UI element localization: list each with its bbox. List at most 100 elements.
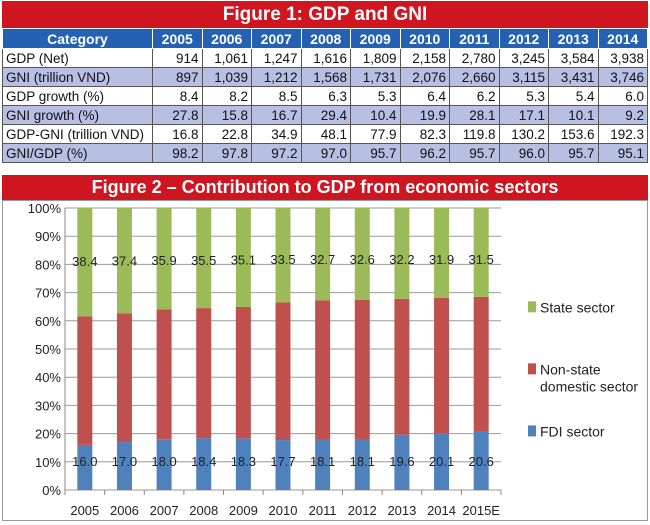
x-tick-label: 2009 bbox=[229, 503, 258, 518]
table-cell: 3,746 bbox=[597, 67, 648, 87]
legend-label: Non-state bbox=[540, 361, 601, 377]
row-label: GDP-GNI (trillion VND) bbox=[2, 124, 153, 144]
bar-segment bbox=[394, 434, 410, 490]
table-cell: 95.7 bbox=[350, 143, 401, 163]
table-header-row: Category 2005 2006 2007 2008 2009 2010 2011 2012… bbox=[2, 28, 648, 49]
y-tick-label: 70% bbox=[35, 286, 61, 301]
table-row: GNI/GDP (%) 98.2 97.8 97.2 97.0 95.7 96.2 95.7 9… bbox=[2, 143, 648, 163]
table-cell: 48.1 bbox=[300, 124, 351, 144]
table-cell: 9.2 bbox=[597, 105, 648, 125]
table-cell: 27.8 bbox=[152, 105, 203, 125]
y-tick-label: 0% bbox=[42, 483, 61, 498]
table-cell: 82.3 bbox=[399, 124, 450, 144]
bar-segment bbox=[116, 208, 132, 314]
data-label: 35.9 bbox=[151, 253, 176, 268]
bar-segment bbox=[235, 306, 251, 439]
x-tick-label: 2008 bbox=[189, 503, 218, 518]
table-cell: 130.2 bbox=[498, 124, 549, 144]
table-row: GDP-GNI (trillion VND) 16.8 22.8 34.9 48.1 77… bbox=[2, 124, 648, 144]
x-tick-label: 2013 bbox=[387, 503, 416, 518]
table-cell: 8.5 bbox=[251, 86, 302, 106]
bar-segment bbox=[77, 208, 93, 317]
table-cell: 3,431 bbox=[548, 67, 599, 87]
gdp-gni-table: Category 2005 2006 2007 2008 2009 2010 2011 2012… bbox=[2, 28, 648, 163]
data-label: 18.1 bbox=[310, 454, 335, 469]
year-header: 2008 bbox=[300, 28, 351, 49]
x-tick-label: 2014 bbox=[427, 503, 456, 518]
table-cell: 95.7 bbox=[449, 143, 500, 163]
table-cell: 16.8 bbox=[152, 124, 203, 144]
row-label: GNI/GDP (%) bbox=[2, 143, 153, 163]
sector-contribution-chart: 0% 10% 20% 30% 40% 50% 60% 70% 80% 90% 100% 2005 16.… bbox=[2, 200, 648, 521]
data-label: 38.4 bbox=[72, 254, 97, 269]
table-cell: 1,247 bbox=[251, 48, 302, 68]
bar-segment bbox=[235, 208, 251, 307]
y-tick-label: 30% bbox=[35, 398, 61, 413]
table-cell: 10.4 bbox=[350, 105, 401, 125]
table-cell: 6.2 bbox=[449, 86, 500, 106]
table-cell: 97.8 bbox=[201, 143, 252, 163]
table-cell: 22.8 bbox=[201, 124, 252, 144]
year-header: 2012 bbox=[498, 28, 549, 49]
figure1-title: Figure 1: GDP and GNI bbox=[2, 1, 648, 28]
year-header: 2009 bbox=[350, 28, 401, 49]
table-cell: 5.3 bbox=[350, 86, 401, 106]
y-tick-label: 50% bbox=[35, 342, 61, 357]
bar-segment bbox=[434, 208, 450, 298]
bar-segment bbox=[354, 299, 370, 439]
table-cell: 16.7 bbox=[251, 105, 302, 125]
table-cell: 914 bbox=[152, 48, 203, 68]
data-label: 35.5 bbox=[191, 253, 216, 268]
table-cell: 28.1 bbox=[449, 105, 500, 125]
bar-segment bbox=[116, 313, 132, 443]
data-label: 18.1 bbox=[350, 454, 375, 469]
y-tick-label: 100% bbox=[28, 201, 62, 216]
year-header: 2014 bbox=[597, 28, 648, 49]
data-label: 20.1 bbox=[429, 454, 454, 469]
bar-segment bbox=[77, 444, 93, 490]
table-cell: 897 bbox=[152, 67, 203, 87]
table-cell: 98.2 bbox=[152, 143, 203, 163]
bar-segment bbox=[394, 298, 410, 435]
table-cell: 3,584 bbox=[548, 48, 599, 68]
x-tick-label: 2005 bbox=[70, 503, 99, 518]
y-tick-label: 40% bbox=[35, 370, 61, 385]
x-tick-label: 2010 bbox=[269, 503, 298, 518]
data-label: 18.3 bbox=[231, 454, 256, 469]
table-cell: 6.4 bbox=[399, 86, 450, 106]
category-header: Category bbox=[2, 28, 153, 49]
table-cell: 10.1 bbox=[548, 105, 599, 125]
table-row: GDP growth (%) 8.4 8.2 8.5 6.3 5.3 6.4 6.2 5.3 5.… bbox=[2, 86, 648, 106]
y-tick-label: 10% bbox=[35, 455, 61, 470]
data-label: 18.0 bbox=[151, 454, 176, 469]
table-row: GNI growth (%) 27.8 15.8 16.7 29.4 10.4 19.9 28… bbox=[2, 105, 648, 125]
year-header: 2007 bbox=[251, 28, 302, 49]
table-row: GNI (trillion VND) 897 1,039 1,212 1,568 1,73… bbox=[2, 67, 648, 87]
row-label: GNI growth (%) bbox=[2, 105, 153, 125]
legend-label: State sector bbox=[540, 299, 615, 315]
data-label: 35.1 bbox=[231, 253, 256, 268]
bar-segment bbox=[315, 438, 331, 490]
data-label: 19.6 bbox=[389, 454, 414, 469]
data-label: 31.9 bbox=[429, 252, 454, 267]
data-label: 32.6 bbox=[350, 252, 375, 267]
table-cell: 97.0 bbox=[300, 143, 351, 163]
figure2-title: Figure 2 – Contribution to GDP from econ… bbox=[2, 175, 648, 200]
bar-segment bbox=[394, 208, 410, 299]
y-tick-label: 80% bbox=[35, 257, 61, 272]
bar-segment bbox=[473, 296, 489, 432]
bar-segment bbox=[196, 308, 212, 439]
table-cell: 2,660 bbox=[449, 67, 500, 87]
table-cell: 8.4 bbox=[152, 86, 203, 106]
table-cell: 6.3 bbox=[300, 86, 351, 106]
legend-swatch bbox=[528, 363, 536, 375]
bar-segment bbox=[473, 431, 489, 490]
row-label: GDP growth (%) bbox=[2, 86, 153, 106]
y-tick-label: 60% bbox=[35, 314, 61, 329]
table-cell: 1,568 bbox=[300, 67, 351, 87]
bar-segment bbox=[77, 316, 93, 445]
bar-segment bbox=[315, 208, 331, 301]
bar-segment bbox=[235, 438, 251, 490]
legend-swatch bbox=[528, 301, 536, 313]
table-cell: 2,158 bbox=[399, 48, 450, 68]
